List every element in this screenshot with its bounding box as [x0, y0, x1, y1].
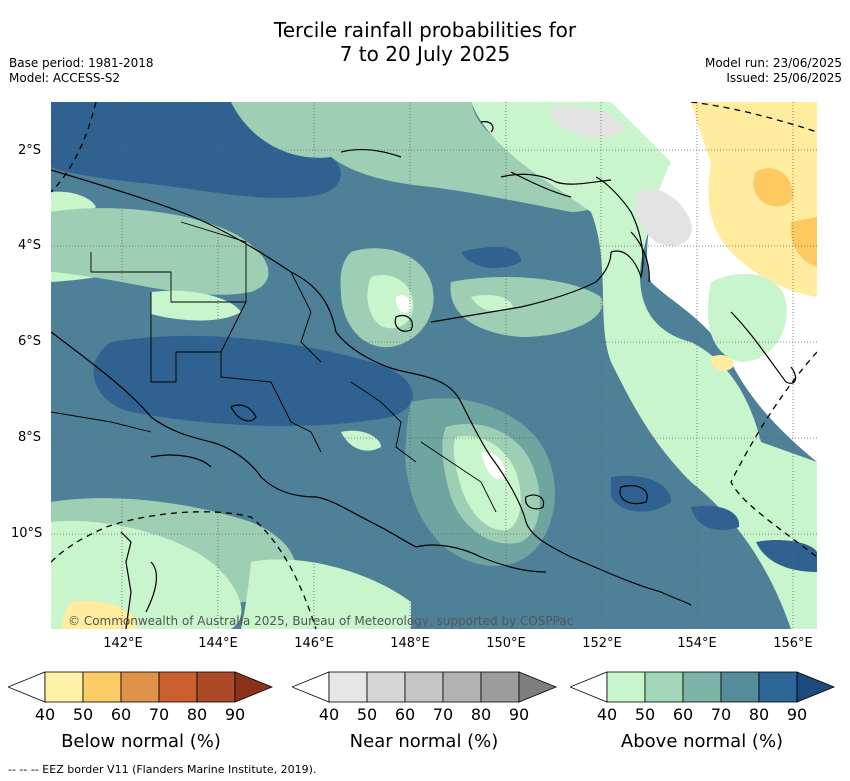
- model-run: Model run: 23/06/2025: [704, 56, 842, 70]
- lon-label: 148°E: [390, 636, 430, 651]
- colorbar-tick-label: 50: [634, 705, 656, 724]
- model-info: Base period: 1981-2018 Model: ACCESS-S2: [9, 56, 154, 86]
- colorbar-below: [8, 671, 274, 703]
- region-above-50-h: [453, 436, 521, 531]
- region-above-50-c: [51, 191, 96, 215]
- colorbar-swatch: [82, 671, 122, 703]
- region-above-90-d: [611, 475, 671, 512]
- region-above-60-d: [450, 277, 603, 337]
- region-above-50-k: [241, 559, 411, 629]
- region-above-60: [231, 102, 609, 212]
- lon-label: 142°E: [103, 636, 143, 651]
- colorbar-tick-label: 60: [672, 705, 694, 724]
- lon-label: 146°E: [294, 636, 334, 651]
- map-svg: [51, 102, 817, 629]
- colorbar-swatch: [366, 671, 406, 703]
- colorbar-extend-low: [8, 671, 46, 703]
- colorbar-tick-label: 40: [596, 705, 618, 724]
- lat-label: 6°S: [18, 334, 42, 349]
- colorbar-tick-label: 70: [710, 705, 732, 724]
- lon-label: 154°E: [677, 636, 717, 651]
- coastline: [51, 121, 797, 629]
- colorbar-title-below: Below normal (%): [61, 731, 221, 752]
- colorbar-tick-label: 40: [34, 705, 56, 724]
- colorbar-swatch: [606, 671, 646, 703]
- lat-label: 2°S: [18, 143, 42, 158]
- colorbar-swatch: [404, 671, 444, 703]
- colorbar-swatch: [758, 671, 798, 703]
- eez-footnote: -- -- -- EEZ border V11 (Flanders Marine…: [8, 763, 317, 776]
- colorbar-tick-label: 90: [508, 705, 530, 724]
- map-title: Tercile rainfall probabilities for 7 to …: [0, 18, 850, 66]
- region-above-60-b: [51, 208, 269, 295]
- colorbar-swatch: [196, 671, 236, 703]
- eez-border: [51, 102, 817, 629]
- region-above-50-g: [471, 295, 513, 312]
- colorbar-near: [292, 671, 558, 703]
- colorbar-swatch: [442, 671, 482, 703]
- colorbar-tick-label: 90: [224, 705, 246, 724]
- lon-label: 144°E: [198, 636, 238, 651]
- colorbar-tick-label: 60: [394, 705, 416, 724]
- region-below-60-b: [790, 217, 817, 267]
- region-near-50-b: [634, 188, 692, 246]
- colorbar-tick-label: 80: [186, 705, 208, 724]
- colorbar-extend-low: [292, 671, 330, 703]
- region-below-50: [691, 102, 817, 297]
- colorbar-tick-label: 80: [748, 705, 770, 724]
- colorbar-swatch: [720, 671, 760, 703]
- colorbar-extend-high: [234, 671, 274, 703]
- probability-map: [51, 102, 817, 629]
- colorbar-swatch: [682, 671, 722, 703]
- region-near-50: [549, 105, 626, 138]
- region-below-50-c: [61, 600, 136, 629]
- issued-date: Issued: 25/06/2025: [726, 71, 842, 85]
- colorbar-tick-label: 70: [432, 705, 454, 724]
- colorbar-title-above: Above normal (%): [620, 731, 784, 752]
- region-below-60: [753, 168, 794, 207]
- region-neutral-c: [481, 451, 506, 480]
- region-above-50: [471, 102, 817, 629]
- lon-label: 156°E: [773, 636, 813, 651]
- colorbar-swatch: [120, 671, 160, 703]
- lon-label: 150°E: [486, 636, 526, 651]
- colorbar-swatch: [158, 671, 198, 703]
- run-info: Model run: 23/06/2025 Issued: 25/06/2025: [705, 56, 842, 86]
- region-above-90-b: [93, 335, 413, 427]
- colorbar-extend-high: [518, 671, 558, 703]
- colorbar-tick-label: 90: [786, 705, 808, 724]
- lat-label: 10°S: [11, 526, 43, 541]
- colorbar-tick-label: 70: [148, 705, 170, 724]
- colorbar-swatch: [44, 671, 84, 703]
- colorbar-extend-low: [570, 671, 608, 703]
- colorbar-above: [570, 671, 836, 703]
- province-borders: [51, 221, 497, 513]
- lat-label: 4°S: [18, 238, 42, 253]
- region-above-50-i: [341, 430, 381, 451]
- colorbar-swatch: [480, 671, 520, 703]
- region-above-90-e: [691, 505, 740, 531]
- colorbar-tick-label: 50: [72, 705, 94, 724]
- colorbar-swatch: [644, 671, 684, 703]
- region-above-90-f: [756, 540, 817, 572]
- colorbar-tick-label: 50: [356, 705, 378, 724]
- lon-label: 152°E: [582, 636, 622, 651]
- lat-label: 8°S: [18, 430, 42, 445]
- colorbar-tick-label: 40: [318, 705, 340, 724]
- colorbar-tick-label: 60: [110, 705, 132, 724]
- colorbar-tick-label: 80: [470, 705, 492, 724]
- colorbar-swatch: [328, 671, 368, 703]
- title-line-2: 7 to 20 July 2025: [339, 42, 511, 66]
- copyright-notice: © Commonwealth of Australia 2025, Bureau…: [68, 614, 574, 628]
- base-period: Base period: 1981-2018: [9, 56, 154, 70]
- colorbar-extend-high: [796, 671, 836, 703]
- region-neutral-b: [395, 295, 412, 313]
- region-above-50-b: [707, 273, 787, 362]
- graticule: [51, 102, 817, 629]
- region-below-50-b: [711, 355, 734, 371]
- title-line-1: Tercile rainfall probabilities for: [273, 18, 577, 42]
- colorbar-title-near: Near normal (%): [349, 731, 499, 752]
- model-name: Model: ACCESS-S2: [9, 71, 121, 85]
- region-above-50-e: [151, 290, 241, 321]
